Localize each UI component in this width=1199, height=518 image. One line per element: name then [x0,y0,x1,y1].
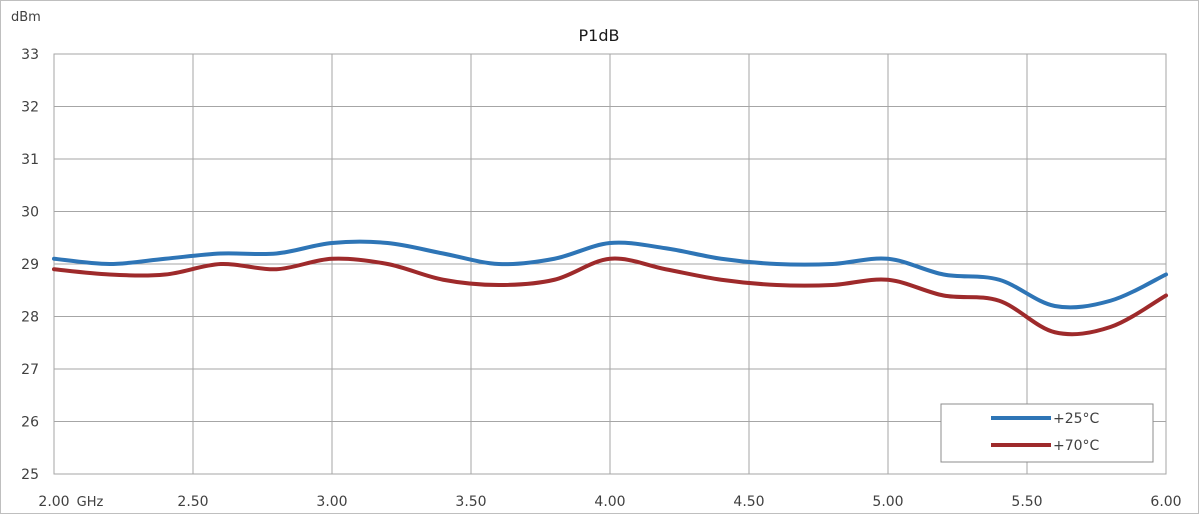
x-tick-label: 5.50 [1011,494,1042,510]
plot-area-border [53,53,1167,475]
series-line-70c [52,256,1168,337]
x-tick-label: 3.50 [455,494,486,510]
legend-box [940,403,1154,463]
y-tick-label: 30 [21,205,39,221]
x-tick-label: 4.00 [594,494,625,510]
x-axis-unit-label: GHz [77,495,104,510]
y-tick-label: 33 [21,47,39,63]
y-tick-label: 32 [21,100,39,116]
x-tick-label: 6.00 [1150,494,1181,510]
x-tick-label: 3.00 [316,494,347,510]
y-tick-label: 31 [21,152,39,168]
tick-labels: 25 26 27 28 29 30 31 32 33 2.00 2.50 3.00 3.50 4.00 4.… [21,47,1181,510]
y-tick-label: 27 [21,362,39,378]
y-axis-unit-label: dBm [11,10,41,25]
legend: +25°C +70°C [940,403,1154,463]
series-line-25c [52,239,1168,310]
y-tick-label: 26 [21,415,39,431]
chart-title: P1dB [579,26,620,45]
grid-lines [53,53,1167,475]
legend-label-70c: +70°C [1053,438,1100,454]
y-tick-label: 29 [21,257,39,273]
series-lines [52,239,1168,337]
legend-label-25c: +25°C [1053,411,1100,427]
x-tick-label: 2.00 [38,494,69,510]
y-tick-label: 28 [21,310,39,326]
y-tick-label: 25 [21,467,39,483]
x-tick-label: 2.50 [177,494,208,510]
x-tick-label: 4.50 [733,494,764,510]
x-tick-label: 5.00 [872,494,903,510]
